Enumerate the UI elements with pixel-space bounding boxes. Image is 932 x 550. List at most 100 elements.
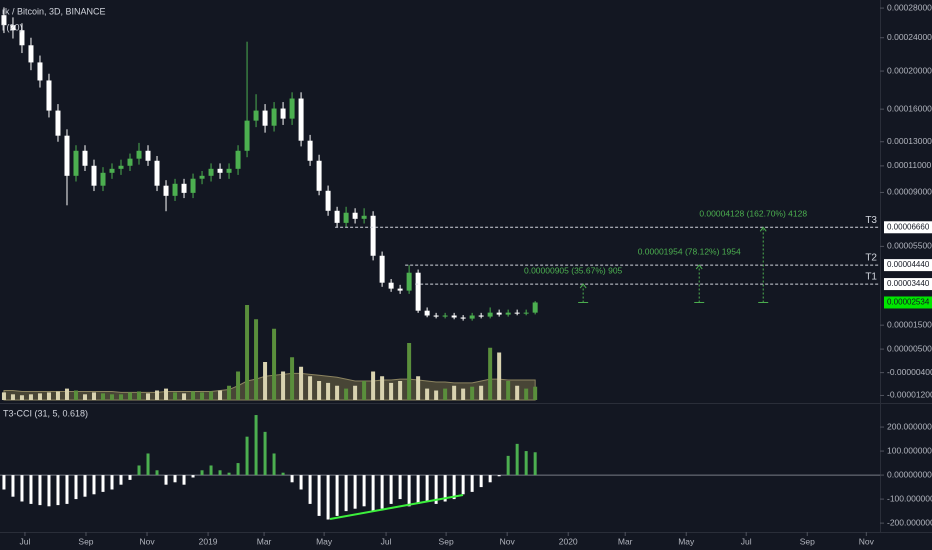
candle-body [1,15,7,26]
volume-bar [182,393,187,400]
volume-bar [245,305,250,400]
volume-bar [416,376,421,400]
volume-bar [389,382,394,400]
volume-bar [317,381,322,400]
volume-bar [91,392,96,400]
volume-bar [335,385,340,400]
indicator-bar [506,455,510,476]
measure-label: 0.00001954 (78.12%) 1954 [638,246,741,256]
y-tick-label: 0.00000500 [887,343,932,353]
volume-bar [371,371,376,400]
x-tick-label: Mar [618,536,633,546]
indicator-bar [137,465,141,476]
candle-body [433,315,439,317]
candle-body [235,150,241,169]
candle-body [406,272,412,291]
indicator-bar [281,472,285,476]
volume-bar [1,392,6,400]
volume-bar [110,394,115,400]
x-tick-label: Nov [500,536,516,546]
chart-title: rk / Bitcoin, 3D, BINANCE [2,6,106,16]
candle-body [10,25,16,31]
indicator-bar [515,443,519,476]
y-tick-label: 0.00016000 [887,103,932,113]
x-tick-label: Sep [439,536,454,546]
candle-body [532,302,538,313]
indicator-bar [398,475,402,500]
volume-bar [380,376,385,400]
y-tick-label: 0.00011000 [887,160,932,170]
axes-layer: 0.00028000 0.00024000 0.00020000 0.00016000… [20,2,932,546]
volume-bar [209,391,214,400]
candle-body [208,168,214,176]
price-layer: T1 0.00000905 (35.67%) 905 T2 0.00001954 (7… [1,7,880,321]
volume-bar [236,371,241,400]
candle-body [46,80,52,111]
x-tick-label: Jul [381,536,392,546]
indicator-bar [371,475,375,512]
volume-bar [218,390,223,400]
candle-body [397,288,403,291]
candle-body [136,150,142,159]
measure-label: 0.00004128 (162.70%) 4128 [699,209,807,219]
indicator-y-tick-label: 200.00000000 [887,421,932,431]
candle-body [271,108,277,126]
x-tick-label: 2020 [559,536,578,546]
volume-bar [263,362,268,400]
indicator-bar [389,475,393,504]
candle-body [64,135,70,176]
indicator-bar [326,475,330,520]
indicator-bar [128,475,132,480]
candle-body [217,168,223,173]
x-tick-label: May [678,536,695,546]
candle-body [388,282,394,289]
indicator-bar [443,475,447,502]
y-tick-label: -0.00001200 [887,390,932,400]
trend-line-drawing [329,494,464,520]
indicator-bar [380,475,384,509]
indicator-bar [425,475,429,502]
x-tick-label: Nov [139,536,155,546]
x-tick-label: May [316,536,333,546]
volume-bar [515,385,520,400]
indicator-bar [29,475,33,504]
volume-bar [281,371,286,400]
indicator-bar [191,475,195,478]
indicator-bar [317,475,321,516]
x-tick-label: Sep [800,536,815,546]
indicator-bar [200,470,204,476]
candle-body [478,315,484,317]
candle-body [370,215,376,256]
volume-bar [227,385,232,400]
volume-bar [452,385,457,400]
indicator-bar [353,475,357,509]
volume-bar [425,388,430,400]
volume-bar [254,319,259,400]
volume-bar [73,390,78,400]
y-tick-label: 0.00009000 [887,187,932,197]
indicator-bar [83,475,87,497]
volume-bar [119,394,124,400]
candle-body [442,315,448,317]
indicator-bar [263,431,267,476]
candle-body [73,150,79,176]
measure-arrow-head [695,264,703,270]
candle-body [307,140,313,161]
volume-label: l (20) [2,22,23,32]
x-tick-label: Nov [859,536,875,546]
candle-body [55,110,61,136]
candle-body [19,30,25,46]
candle-body [163,185,169,196]
candle-body [505,312,511,315]
candle-body [118,165,124,169]
volume-bar [443,388,448,400]
indicator-bar [236,463,240,476]
indicator-bar [488,475,492,483]
indicator-bar [2,475,6,490]
candle-body [154,160,160,186]
candle-body [496,312,502,315]
volume-bar [497,352,502,400]
candle-body [28,45,34,63]
indicator-bar [182,475,186,485]
